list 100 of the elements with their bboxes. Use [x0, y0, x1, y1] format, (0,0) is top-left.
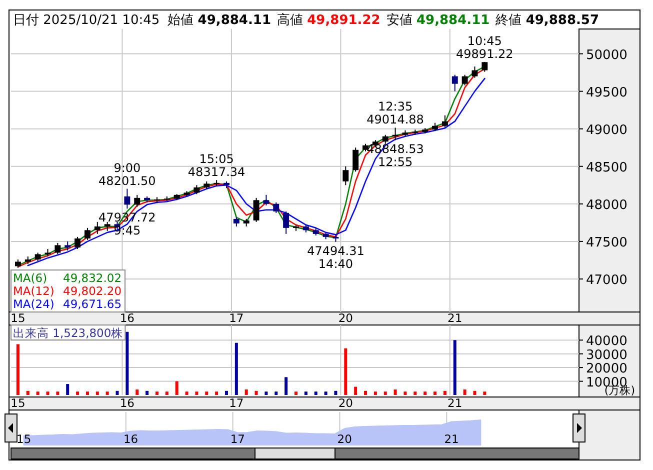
x-tick-label: 17 — [229, 396, 244, 410]
candlestick — [342, 166, 349, 186]
bar — [66, 384, 70, 395]
series-label: MA(12) 49,802.20 — [13, 284, 122, 298]
bar — [483, 392, 486, 395]
candlestick — [134, 194, 140, 208]
x-tick-label: 16 — [120, 311, 135, 325]
bar — [195, 392, 198, 395]
text: 終値 49,888.57 — [494, 13, 600, 28]
bar — [224, 390, 228, 395]
text: 安値 49,884.11 — [386, 12, 490, 28]
bar — [16, 344, 20, 395]
candlestick — [273, 202, 280, 214]
bar — [394, 390, 397, 395]
candlestick — [283, 210, 290, 234]
candlestick — [253, 197, 260, 222]
bar — [354, 386, 358, 395]
bar — [215, 392, 218, 395]
bar — [234, 342, 238, 395]
bar — [294, 392, 298, 395]
bar — [264, 392, 268, 395]
y-tick-label: 40000 — [586, 334, 628, 350]
candlestick — [54, 242, 61, 255]
bar — [324, 392, 328, 395]
annotation: 47494.31 14:40 — [307, 244, 364, 271]
chart-title: 日付 2025/10/21 10:45 — [13, 13, 160, 28]
bar — [106, 392, 109, 395]
candlestick — [194, 184, 200, 195]
bar — [274, 392, 278, 395]
candlestick — [462, 74, 468, 86]
bar — [96, 392, 99, 395]
bar — [26, 390, 30, 395]
bar — [284, 377, 288, 395]
bar — [254, 390, 258, 395]
bar — [473, 390, 476, 395]
bar — [116, 390, 119, 395]
bar — [185, 392, 188, 395]
bar — [344, 348, 348, 395]
candlestick — [452, 74, 458, 92]
x-tick-label: 20 — [337, 432, 352, 446]
x-tick-label: 16 — [120, 396, 135, 410]
bar — [414, 392, 417, 395]
bar — [384, 392, 387, 395]
bar — [56, 392, 60, 395]
bar — [434, 392, 437, 395]
bar — [165, 392, 168, 395]
bar — [86, 392, 89, 395]
annotation: 15:05 48317.34 — [188, 152, 246, 180]
x-tick-label: 20 — [338, 396, 353, 410]
y-tick-label: 49500 — [586, 85, 628, 100]
y-tick-label: 30000 — [586, 348, 628, 363]
x-tick-label: 21 — [448, 311, 462, 325]
bar — [175, 381, 178, 395]
candlestick — [263, 194, 270, 206]
bar — [136, 390, 139, 395]
candlestick — [74, 236, 81, 250]
candlestick — [442, 114, 448, 128]
text: MA(6) 49,832.02 — [13, 271, 122, 285]
x-tick-label: 17 — [229, 311, 244, 325]
bar — [146, 390, 149, 395]
x-tick-label: 15 — [10, 311, 26, 325]
x-tick-label: 21 — [444, 432, 459, 446]
text: 始値 49,884.11 — [168, 13, 271, 28]
text: 高値 49,891.22 — [277, 12, 380, 28]
text: MA(24) 49,671.65 — [13, 297, 122, 311]
y-tick-label: 48000 — [586, 198, 628, 213]
bar — [334, 390, 338, 395]
x-tick-label: 16 — [123, 432, 138, 446]
candlestick — [352, 147, 359, 172]
bar — [36, 392, 40, 395]
candlestick — [64, 240, 71, 251]
y-tick-label: 20000 — [586, 362, 628, 377]
candlestick — [233, 216, 240, 227]
bar — [126, 332, 129, 395]
bar — [463, 390, 466, 395]
bar — [424, 392, 427, 395]
candlestick — [124, 188, 130, 210]
bar — [443, 390, 446, 395]
bar — [244, 390, 248, 395]
candlestick — [392, 127, 398, 141]
y-tick-label: 49000 — [586, 122, 628, 138]
x-tick-label: 20 — [338, 311, 353, 325]
x-tick-label: 21 — [448, 396, 462, 410]
bar — [374, 392, 377, 395]
candlestick — [94, 221, 100, 234]
bar — [314, 392, 318, 395]
candlestick — [382, 134, 388, 144]
annotation: 12:35 49014.88 — [366, 100, 424, 127]
bar — [404, 392, 407, 395]
bar — [364, 390, 368, 395]
bar — [205, 392, 208, 395]
bar — [304, 392, 308, 395]
y-tick-label: 47500 — [586, 235, 628, 250]
y-tick-label: 47000 — [586, 272, 628, 288]
candlestick — [84, 227, 90, 240]
bar — [155, 392, 158, 395]
candlestick — [472, 66, 478, 78]
annotation: 10:45 49891.22 — [456, 34, 514, 61]
bar — [453, 340, 456, 395]
y-tick-label: 48500 — [586, 160, 628, 176]
